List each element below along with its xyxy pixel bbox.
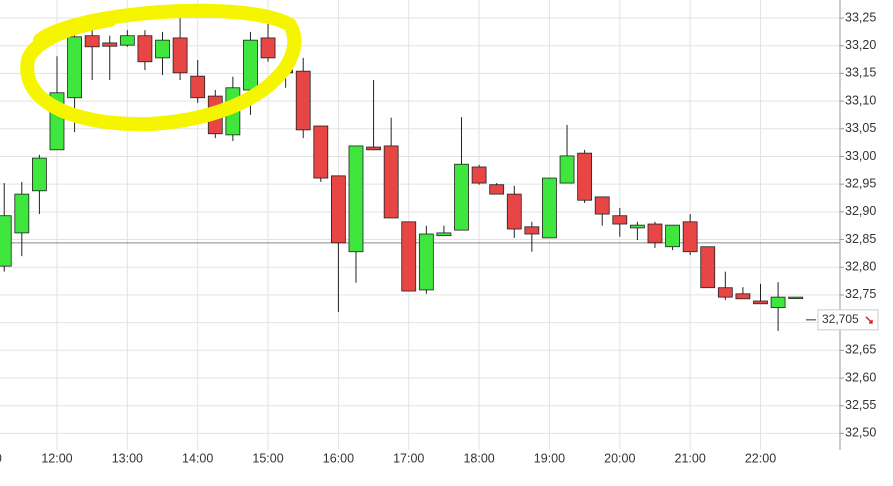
x-tick-label: 21:00 [675,451,706,465]
y-tick-label: 32,65 [845,343,876,357]
axes: 32,5032,5532,6032,6532,7032,7532,8032,85… [0,0,879,465]
y-tick-label: 32,90 [845,204,876,218]
y-tick-label: 32,60 [845,370,876,384]
x-tick-label: 19:00 [534,451,565,465]
candle-body [260,37,276,59]
candle-body [559,155,575,184]
candle-body [383,145,399,219]
x-tick-label: 22:00 [745,451,776,465]
y-tick-label: 32,85 [845,232,876,246]
candle-body [506,193,522,230]
candle-body [471,166,487,184]
x-tick-label: 11:00 [0,451,2,465]
candle-body [401,221,417,292]
candle-body [682,221,698,253]
candle-body [454,163,469,231]
candle-body [31,157,47,192]
candle-body [0,215,12,267]
candle-body [542,177,557,239]
candle-body [717,287,733,298]
x-tick-label: 20:00 [604,451,635,465]
candle-body [313,125,329,179]
last-price-box [817,309,879,331]
x-tick-label: 16:00 [323,451,354,465]
y-tick-label: 32,80 [845,260,876,274]
candle-body [735,293,751,300]
candle-body [418,233,434,291]
candle-body [436,232,452,237]
candle-body [524,226,540,235]
highlight-annotation [20,3,302,132]
candle-body [629,224,645,229]
candle-body [348,145,364,253]
y-tick-label: 33,10 [845,93,876,107]
candle-body [594,196,610,215]
candle-body [119,35,135,46]
last-price-label: 32,705 [822,312,859,326]
candle-body [84,35,100,48]
candle-body [647,223,663,244]
candle-body [14,193,30,234]
x-tick-label: 13:00 [112,451,143,465]
candle-body [190,75,206,99]
y-tick-label: 33,20 [845,38,876,52]
candle-body [243,39,258,91]
candle-body [788,296,804,300]
candle-body [366,146,381,151]
y-tick-label: 32,75 [845,287,876,301]
candle-body [155,39,170,59]
candle-body [295,70,311,131]
y-tick-label: 33,25 [845,10,876,24]
candle-body [770,296,786,309]
x-tick-label: 18:00 [463,451,494,465]
grid [0,0,840,450]
candle-body [67,36,82,99]
candle-body [700,246,716,289]
down-arrow-icon [865,316,873,324]
y-tick-label: 32,95 [845,176,876,190]
candle-body [172,37,188,74]
candle-body [137,35,153,63]
candle-body [612,215,628,225]
candle-body [665,224,680,248]
y-tick-label: 33,05 [845,121,876,135]
x-tick-label: 12:00 [41,451,72,465]
x-tick-label: 14:00 [182,451,213,465]
y-tick-label: 33,00 [845,149,876,163]
candle-body [489,184,505,195]
candle-body [102,42,118,47]
y-tick-label: 32,55 [845,398,876,412]
x-tick-label: 15:00 [252,451,283,465]
candles [0,8,804,331]
candle-body [577,152,593,201]
candle-body [753,300,768,305]
y-tick-label: 33,15 [845,66,876,80]
candle-body [330,175,346,244]
x-tick-label: 17:00 [393,451,424,465]
y-tick-label: 32,50 [845,426,876,440]
